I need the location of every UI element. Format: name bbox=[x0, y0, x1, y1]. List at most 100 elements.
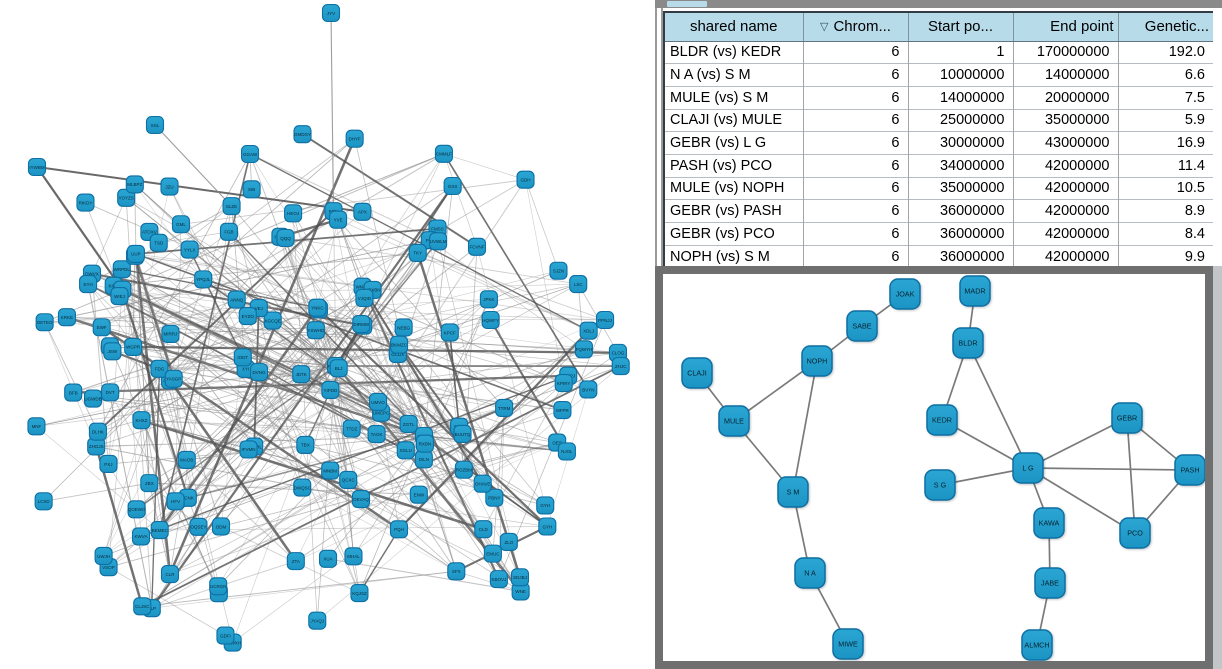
network-node[interactable]: UMVO bbox=[369, 392, 388, 412]
network-node[interactable]: SFX bbox=[447, 562, 466, 581]
network-node[interactable]: MAOB bbox=[177, 450, 196, 469]
column-header-end-point[interactable]: End point bbox=[1012, 12, 1118, 42]
network-node[interactable]: ENW bbox=[409, 485, 428, 504]
table-row[interactable]: N A (vs) S M 6 10000000 14000000 6.6 bbox=[664, 63, 1213, 87]
node-n-a[interactable]: N A bbox=[794, 557, 826, 589]
network-node[interactable]: RIKDY bbox=[76, 193, 95, 212]
network-node[interactable]: DLHK bbox=[88, 422, 107, 441]
network-node[interactable]: SIB bbox=[242, 180, 261, 199]
table-row[interactable]: NOPH (vs) S M 6 36000000 42000000 9.9 bbox=[664, 244, 1213, 267]
network-node[interactable]: TTRM bbox=[495, 398, 514, 418]
main-network-canvas[interactable]: FWKOGUKHCODEIJWRPDLOETEOXYIZHGJSFMSSFGBS… bbox=[0, 0, 655, 669]
filter-icon[interactable]: ▽ bbox=[820, 21, 829, 34]
sub-network-canvas[interactable]: JOAK MADR SABE BLDR NOPH CLAJI KEDR MULE GEBR L G… bbox=[663, 274, 1205, 661]
network-node[interactable]: CLJSC bbox=[133, 597, 152, 616]
network-node[interactable]: ZGTL bbox=[399, 414, 418, 434]
network-node[interactable]: VJQID bbox=[355, 288, 374, 308]
network-node[interactable]: OEVAQ bbox=[351, 489, 371, 509]
node-pash[interactable]: PASH bbox=[1174, 454, 1205, 486]
network-node[interactable]: HFV bbox=[166, 492, 185, 511]
network-node[interactable]: IYWBM bbox=[27, 157, 47, 177]
network-node[interactable]: GGAW bbox=[240, 144, 260, 164]
node-joak[interactable]: JOAK bbox=[889, 278, 921, 310]
network-node[interactable]: ANNQ bbox=[227, 290, 246, 309]
network-node[interactable]: ZTA bbox=[286, 552, 305, 571]
network-node[interactable]: TSD bbox=[149, 233, 168, 252]
network-node[interactable]: KPCF bbox=[440, 323, 459, 342]
network-node[interactable]: WGPR bbox=[124, 337, 143, 356]
network-node[interactable]: YYLX bbox=[180, 240, 199, 259]
network-node[interactable]: CLD bbox=[474, 520, 493, 539]
table-row[interactable]: MULE (vs) S M 6 14000000 20000000 7.5 bbox=[664, 85, 1213, 110]
scrollbar-thumb[interactable] bbox=[667, 1, 707, 7]
network-node[interactable]: OHAVE bbox=[473, 474, 492, 493]
network-node[interactable]: JSW bbox=[103, 342, 122, 361]
node-mule[interactable]: MULE bbox=[718, 405, 750, 437]
node-jabe[interactable]: JABE bbox=[1034, 567, 1066, 599]
network-node[interactable]: XGCQE bbox=[263, 311, 282, 330]
node-almch[interactable]: ALMCH bbox=[1021, 629, 1053, 661]
node-l-g[interactable]: L G bbox=[1012, 452, 1044, 484]
network-node[interactable]: FDG bbox=[150, 359, 169, 378]
table-row[interactable]: BLDR (vs) KEDR 6 1 170000000 192.0 bbox=[664, 40, 1213, 64]
network-node[interactable]: PBNY bbox=[485, 488, 504, 507]
network-node[interactable]: CLR bbox=[160, 565, 180, 584]
network-node[interactable]: DILN bbox=[414, 450, 433, 469]
network-node[interactable]: FQWYH bbox=[574, 340, 594, 359]
network-node[interactable]: MNF bbox=[27, 417, 46, 436]
network-node[interactable]: RXBN bbox=[415, 434, 434, 453]
network-node[interactable]: DIRMW bbox=[352, 315, 371, 334]
network-node[interactable]: CMMLF bbox=[434, 144, 453, 163]
network-node[interactable]: NEBG bbox=[394, 318, 413, 337]
network-node[interactable]: SGLU bbox=[396, 441, 415, 460]
network-node[interactable]: IODT bbox=[233, 348, 252, 367]
network-node[interactable]: HEOJ bbox=[284, 204, 303, 223]
network-node[interactable]: GMDGY bbox=[293, 125, 312, 144]
panel-splitter[interactable] bbox=[655, 8, 663, 266]
network-node[interactable]: MFPR bbox=[553, 401, 572, 420]
node-miwe[interactable]: MIWE bbox=[832, 628, 864, 660]
node-sabe[interactable]: SABE bbox=[846, 310, 878, 342]
network-node[interactable]: GYH bbox=[538, 517, 557, 536]
network-node[interactable]: KBOVJ bbox=[489, 570, 508, 589]
network-node[interactable]: IFVMN bbox=[239, 440, 258, 459]
network-node[interactable]: YNKC bbox=[308, 298, 327, 317]
node-pco[interactable]: PCO bbox=[1119, 517, 1151, 549]
network-node[interactable]: GXX bbox=[443, 176, 462, 196]
network-node[interactable]: ODM bbox=[211, 517, 231, 536]
column-header-chrom[interactable]: ▽ Chrom... bbox=[802, 12, 908, 42]
network-node[interactable]: JZU bbox=[160, 177, 179, 196]
network-node[interactable]: MIRRJ bbox=[161, 324, 180, 343]
node-noph[interactable]: NOPH bbox=[801, 345, 833, 377]
network-node[interactable]: QCXC bbox=[339, 470, 358, 489]
network-node[interactable]: OQSEY bbox=[189, 517, 208, 536]
network-node[interactable]: PPNJJ bbox=[596, 310, 615, 330]
network-node[interactable]: EYZO bbox=[238, 306, 257, 326]
network-node[interactable]: ROZBM bbox=[454, 460, 473, 479]
network-node[interactable]: EYH bbox=[79, 275, 98, 294]
network-node[interactable]: ZHGJS bbox=[87, 437, 106, 456]
node-kedr[interactable]: KEDR bbox=[926, 404, 958, 436]
network-node[interactable]: UCRGN bbox=[209, 577, 228, 596]
network-node[interactable]: SSL bbox=[145, 115, 165, 135]
network-node[interactable]: KPIRY bbox=[554, 374, 573, 393]
network-node[interactable]: BLJ bbox=[329, 359, 348, 378]
network-node[interactable]: UGWDB bbox=[83, 389, 103, 408]
network-node[interactable]: MHAL bbox=[344, 547, 363, 566]
network-node[interactable]: KHXZ bbox=[132, 411, 151, 430]
network-node[interactable]: OETEO bbox=[35, 313, 54, 332]
node-claji[interactable]: CLAJI bbox=[681, 357, 713, 389]
network-node[interactable]: QOEWO bbox=[127, 500, 146, 519]
network-node[interactable]: DHYF bbox=[345, 129, 364, 148]
network-node[interactable]: FCVNF bbox=[467, 237, 487, 256]
network-node[interactable]: APX bbox=[353, 202, 372, 221]
network-node[interactable]: TTDZ bbox=[342, 419, 361, 438]
network-node[interactable]: YIPDD bbox=[321, 380, 340, 400]
network-node[interactable]: JYAQJ bbox=[308, 611, 327, 630]
table-row[interactable]: GEBR (vs) PASH 6 36000000 42000000 8.9 bbox=[664, 199, 1213, 223]
node-gebr[interactable]: GEBR bbox=[1111, 402, 1143, 434]
network-node[interactable]: TKY bbox=[408, 243, 427, 262]
network-node[interactable]: JDTK bbox=[292, 365, 311, 384]
network-node[interactable]: PXJ bbox=[99, 454, 118, 474]
network-node[interactable]: KQJSZ bbox=[350, 584, 369, 603]
